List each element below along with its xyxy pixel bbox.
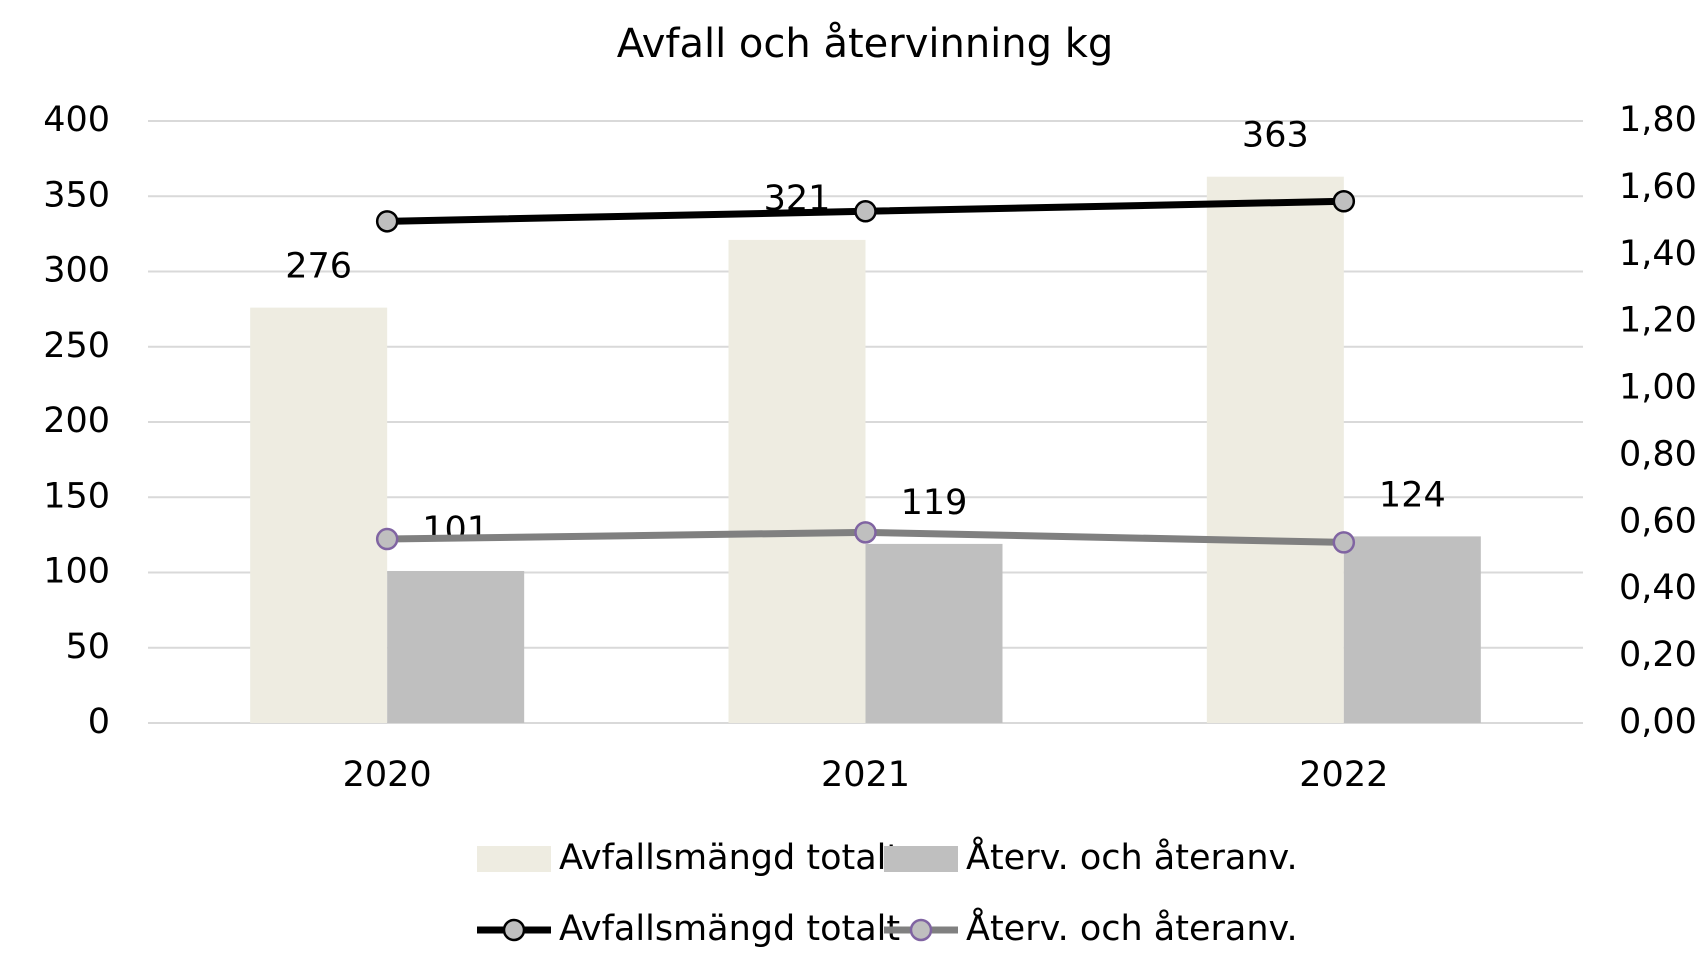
line-marker — [854, 200, 877, 223]
y2-tick-label: 1,60 — [1619, 167, 1697, 207]
y2-tick-label: 1,80 — [1619, 100, 1697, 140]
y-tick-label: 350 — [43, 175, 110, 215]
bar — [250, 307, 388, 723]
legend-label: Återv. och återanv. — [966, 835, 1298, 878]
y-tick-label: 0 — [88, 702, 110, 742]
bar — [1343, 536, 1481, 723]
data-label: 276 — [285, 247, 352, 287]
y-tick-label: 250 — [43, 326, 110, 366]
line-marker — [854, 521, 877, 544]
x-tick-label: 2022 — [1299, 755, 1388, 795]
y2-tick-label: 0,60 — [1619, 501, 1697, 541]
data-label: 124 — [1379, 475, 1446, 515]
legend-label: Avfallsmängd totalt — [559, 838, 900, 878]
y2-tick-label: 1,00 — [1619, 368, 1697, 408]
x-tick-label: 2020 — [343, 755, 432, 795]
x-tick-label: 2021 — [821, 755, 910, 795]
legend-marker — [909, 918, 933, 942]
y-tick-label: 150 — [43, 476, 110, 516]
y2-tick-label: 0,20 — [1619, 635, 1697, 675]
y-tick-label: 50 — [65, 627, 110, 667]
legend-swatch — [477, 846, 551, 872]
y-tick-label: 100 — [43, 552, 110, 592]
y2-tick-label: 0,40 — [1619, 568, 1697, 608]
y-tick-label: 400 — [43, 100, 110, 140]
legend-swatch — [884, 846, 958, 872]
legend-marker — [502, 918, 526, 942]
legend-label: Återv. och återanv. — [966, 906, 1298, 949]
data-label: 119 — [901, 483, 968, 523]
data-label: 101 — [422, 510, 489, 550]
line-marker — [375, 210, 399, 233]
y2-tick-label: 1,40 — [1619, 234, 1697, 274]
y2-tick-label: 0,00 — [1619, 702, 1697, 742]
line-marker — [1332, 531, 1356, 554]
y2-tick-label: 0,80 — [1619, 434, 1697, 474]
y2-tick-label: 1,20 — [1619, 301, 1697, 341]
data-label: 363 — [1242, 116, 1309, 156]
line-marker — [375, 527, 399, 551]
bar — [387, 570, 525, 723]
y-tick-label: 300 — [43, 251, 110, 291]
bar — [728, 239, 866, 723]
bar — [1206, 176, 1344, 723]
y-tick-label: 200 — [43, 401, 110, 441]
bar — [865, 543, 1003, 723]
legend-label: Avfallsmängd totalt — [559, 909, 900, 949]
chart-title: Avfall och återvinning kg — [617, 21, 1114, 67]
line-marker — [1332, 190, 1356, 213]
